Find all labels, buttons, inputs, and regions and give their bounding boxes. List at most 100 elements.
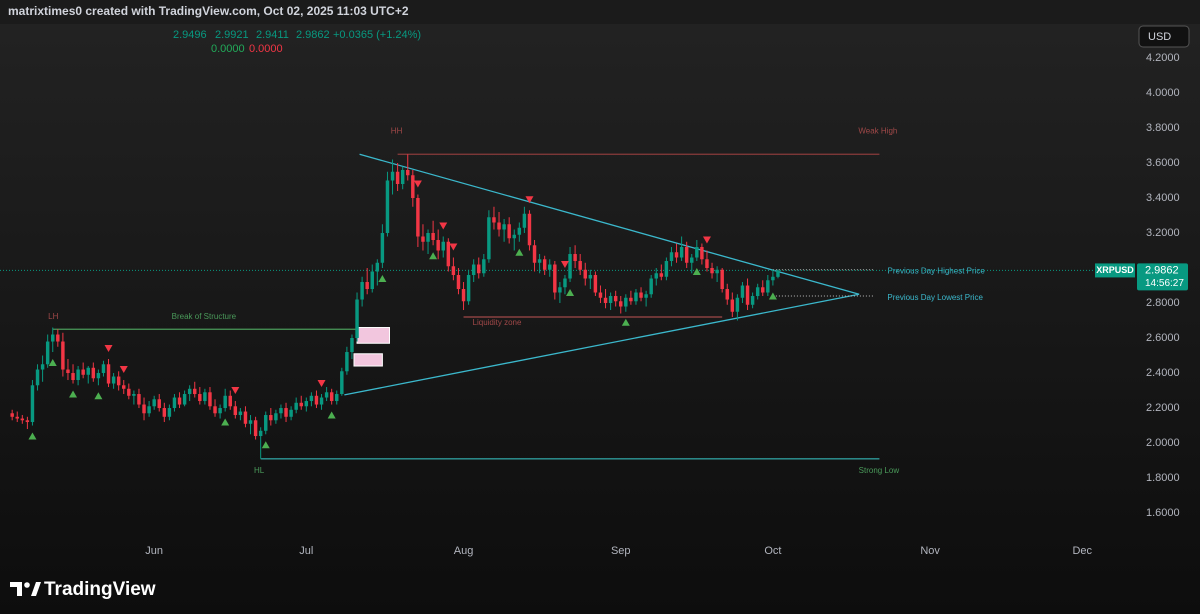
candle-body bbox=[340, 371, 344, 395]
candle-body bbox=[649, 278, 653, 295]
drawing-line bbox=[344, 293, 860, 396]
y-tick-label: 3.6000 bbox=[1146, 157, 1180, 169]
candle-body bbox=[30, 385, 35, 423]
sell-signal bbox=[702, 236, 711, 244]
sell-signal bbox=[560, 261, 569, 269]
annotation: HL bbox=[254, 466, 265, 475]
y-tick-label: 2.6000 bbox=[1146, 332, 1180, 344]
candle-body bbox=[715, 269, 719, 274]
x-tick-label: Jul bbox=[299, 545, 313, 557]
candle-body bbox=[375, 262, 380, 272]
x-tick-label: Sep bbox=[611, 545, 631, 557]
candle-body bbox=[193, 388, 197, 395]
candle-body bbox=[198, 394, 202, 402]
candle-body bbox=[755, 287, 760, 297]
currency-label[interactable]: USD bbox=[1148, 31, 1171, 43]
low-value: 2.9411 bbox=[256, 29, 289, 41]
candle-body bbox=[421, 236, 425, 242]
y-tick-label: 3.2000 bbox=[1146, 227, 1180, 239]
candle-body bbox=[91, 367, 96, 379]
candle-body bbox=[390, 171, 395, 181]
buy-signal bbox=[566, 289, 575, 297]
candle-body bbox=[613, 296, 618, 302]
price-tag bbox=[1137, 263, 1188, 291]
top-bar bbox=[0, 0, 1200, 24]
candle-body bbox=[537, 259, 542, 263]
candle-body bbox=[776, 270, 780, 277]
candle-body bbox=[365, 282, 369, 290]
sell-signal bbox=[104, 345, 113, 353]
y-tick-label: 4.0000 bbox=[1146, 87, 1180, 99]
candle-body bbox=[451, 266, 456, 276]
candle-body bbox=[61, 341, 65, 370]
candle-body bbox=[740, 285, 745, 298]
symbol-label: XRPUSD bbox=[1096, 265, 1134, 275]
candle-body bbox=[603, 297, 608, 304]
candle-body bbox=[370, 271, 374, 290]
candle-body bbox=[182, 394, 187, 405]
candle-body bbox=[411, 175, 415, 199]
candle-body bbox=[208, 392, 212, 407]
candle-body bbox=[40, 364, 45, 370]
buy-signal bbox=[768, 292, 777, 300]
sell-signal bbox=[119, 366, 128, 374]
candle-body bbox=[86, 367, 90, 375]
candle-body bbox=[695, 247, 699, 258]
annotation: Break of Structure bbox=[172, 312, 237, 321]
candle-body bbox=[629, 297, 633, 302]
candle-body bbox=[583, 269, 587, 279]
candle-body bbox=[492, 217, 496, 223]
candle-body bbox=[203, 392, 207, 402]
candle-body bbox=[101, 364, 106, 374]
candle-body bbox=[654, 273, 658, 279]
candle-body bbox=[446, 241, 451, 267]
y-tick-label: 2.2000 bbox=[1146, 402, 1180, 414]
candle-body bbox=[761, 287, 765, 293]
fvg-zone bbox=[353, 353, 383, 367]
candle-body bbox=[705, 259, 709, 269]
sell-signal bbox=[317, 380, 326, 388]
candle-body bbox=[274, 413, 278, 421]
candle-body bbox=[487, 217, 491, 260]
candle-body bbox=[639, 292, 643, 298]
candle-body bbox=[431, 233, 435, 241]
candle-body bbox=[345, 352, 349, 372]
candle-body bbox=[243, 411, 248, 424]
currency-button[interactable] bbox=[1138, 25, 1190, 48]
candle-body bbox=[634, 292, 638, 302]
candle-body bbox=[669, 252, 674, 262]
candle-body bbox=[279, 408, 283, 414]
candle-body bbox=[416, 198, 420, 237]
candle-body bbox=[294, 402, 298, 410]
candle-body bbox=[395, 171, 400, 184]
candle-body bbox=[578, 261, 582, 270]
candle-body bbox=[471, 264, 476, 276]
credit: matrixtimes0 created with TradingView.co… bbox=[8, 4, 409, 18]
candle-body bbox=[111, 376, 116, 384]
candle-body bbox=[25, 420, 30, 423]
candle-body bbox=[644, 294, 648, 298]
candle-body bbox=[233, 406, 238, 416]
fvg-zone bbox=[356, 327, 390, 344]
candle-body bbox=[461, 289, 466, 302]
sell-signal bbox=[413, 180, 422, 188]
candle-body bbox=[116, 376, 121, 386]
candle-body bbox=[71, 373, 75, 381]
candle-body bbox=[289, 409, 293, 417]
candle-body bbox=[223, 395, 227, 409]
candle-body bbox=[659, 273, 664, 277]
candle-body bbox=[309, 395, 314, 402]
candle-body bbox=[664, 261, 669, 277]
countdown-label: 14:56:27 bbox=[1145, 278, 1184, 289]
x-tick-label: Nov bbox=[920, 545, 940, 557]
candle-body bbox=[735, 297, 740, 312]
candle-body bbox=[248, 420, 253, 424]
candle-body bbox=[690, 257, 694, 263]
candle-body bbox=[10, 413, 14, 417]
candle-body bbox=[619, 301, 623, 307]
candle-body bbox=[51, 334, 55, 342]
candle-body bbox=[593, 275, 598, 293]
candle-body bbox=[532, 245, 537, 263]
buy-signal bbox=[327, 411, 336, 419]
